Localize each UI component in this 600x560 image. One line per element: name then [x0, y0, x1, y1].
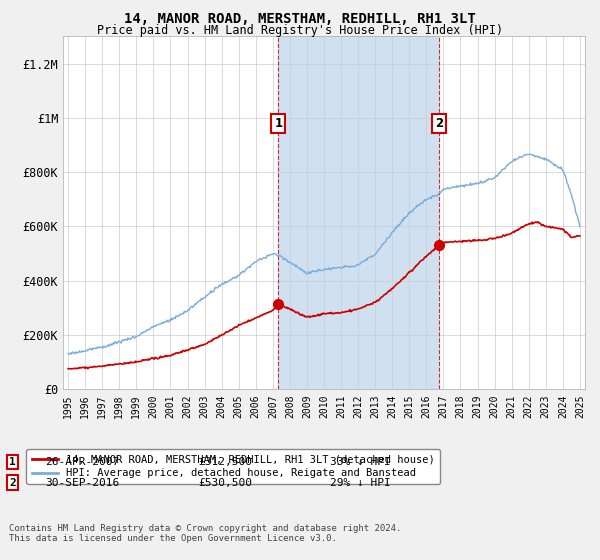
Text: 14, MANOR ROAD, MERSTHAM, REDHILL, RH1 3LT: 14, MANOR ROAD, MERSTHAM, REDHILL, RH1 3…: [124, 12, 476, 26]
Text: £530,500: £530,500: [198, 478, 252, 488]
Text: 1: 1: [9, 457, 16, 467]
Text: 33% ↓ HPI: 33% ↓ HPI: [330, 457, 391, 467]
Legend: 14, MANOR ROAD, MERSTHAM, REDHILL, RH1 3LT (detached house), HPI: Average price,: 14, MANOR ROAD, MERSTHAM, REDHILL, RH1 3…: [26, 449, 440, 484]
Bar: [278, 36, 439, 389]
Text: 1: 1: [274, 116, 283, 130]
Text: This data is licensed under the Open Government Licence v3.0.: This data is licensed under the Open Gov…: [9, 534, 337, 543]
Text: £312,500: £312,500: [198, 457, 252, 467]
Text: Price paid vs. HM Land Registry's House Price Index (HPI): Price paid vs. HM Land Registry's House …: [97, 24, 503, 36]
Text: 30-SEP-2016: 30-SEP-2016: [45, 478, 119, 488]
Text: 2: 2: [9, 478, 16, 488]
Text: 26-APR-2007: 26-APR-2007: [45, 457, 119, 467]
Text: Contains HM Land Registry data © Crown copyright and database right 2024.: Contains HM Land Registry data © Crown c…: [9, 524, 401, 533]
Text: 29% ↓ HPI: 29% ↓ HPI: [330, 478, 391, 488]
Text: 2: 2: [435, 116, 443, 130]
